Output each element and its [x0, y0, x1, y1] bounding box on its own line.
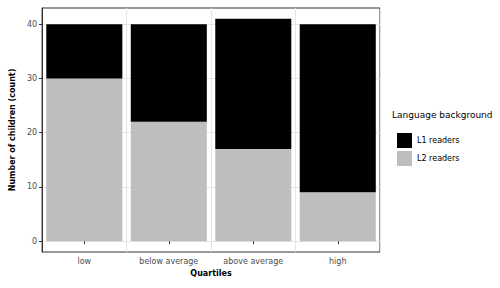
svg-text:Language background: Language background — [392, 110, 493, 120]
svg-text:high: high — [329, 257, 346, 266]
svg-text:below average: below average — [139, 257, 198, 266]
svg-text:0: 0 — [32, 237, 37, 246]
svg-text:20: 20 — [27, 128, 37, 137]
svg-text:30: 30 — [27, 74, 37, 83]
svg-text:40: 40 — [27, 20, 37, 29]
svg-text:Quartiles: Quartiles — [190, 269, 232, 278]
svg-text:above average: above average — [223, 257, 283, 266]
svg-text:Number of children (count): Number of children (count) — [8, 69, 17, 192]
svg-text:L2 readers: L2 readers — [417, 154, 459, 163]
svg-text:10: 10 — [27, 182, 37, 191]
svg-text:L1 readers: L1 readers — [417, 136, 459, 145]
svg-text:low: low — [77, 257, 91, 266]
